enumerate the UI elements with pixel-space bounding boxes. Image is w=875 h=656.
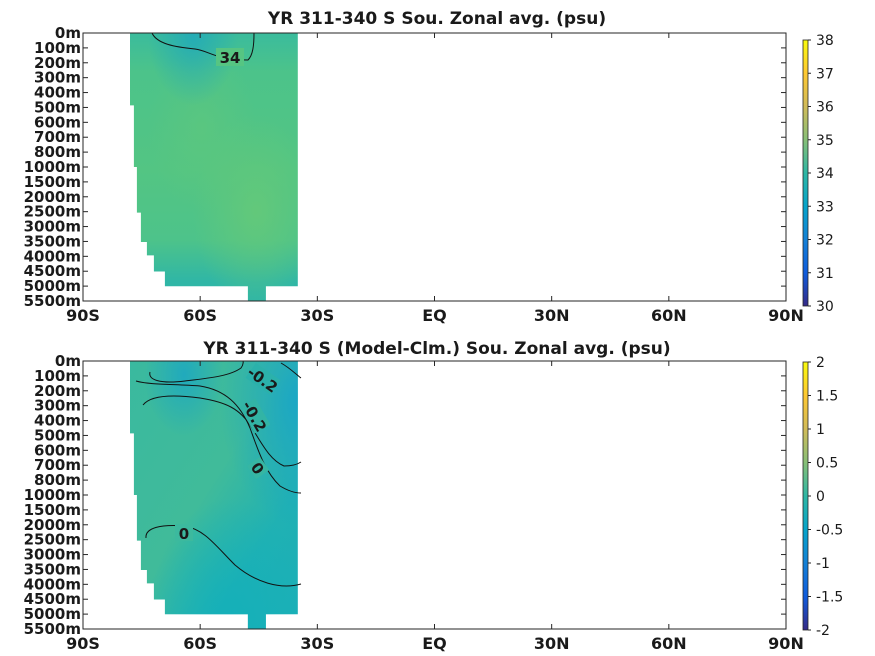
panel1-colorbar: 30 31 32 33 34 35 36 37 38 [802,33,834,315]
y-tick-label: 1500m [24,173,81,191]
y-tick-label: 4000m [24,575,81,593]
y-tick-label: 3500m [24,232,81,250]
y-tick-label: 4500m [24,590,81,608]
x-tick-label: 30N [534,634,570,653]
panel-salinity: YR 311-340 S Sou. Zonal avg. (psu) 34 0m… [24,9,834,325]
y-tick-label: 3000m [24,218,81,236]
panel1-contour-label-bg [216,48,244,66]
y-tick-label: 0m [55,24,81,42]
colorbar-tick-label: 32 [816,233,834,249]
y-tick-label: 5500m [24,620,81,638]
panel2-title: YR 311-340 S (Model-Clm.) Sou. Zonal avg… [202,339,670,359]
y-tick-label: 300m [34,69,81,87]
panel2-colorbar: -2 -1.5 -1 -0.5 0 0.5 1 1.5 2 [802,355,843,639]
colorbar-tick-label: 0 [816,489,825,505]
x-tick-label: EQ [422,306,447,325]
y-tick-label: 3500m [24,560,81,578]
y-tick-label: 5000m [24,277,81,295]
x-tick-label: 30S [300,306,334,325]
y-tick-label: 700m [34,456,81,474]
svg-text:0: 0 [179,525,189,543]
colorbar-tick-label: 1.5 [816,389,838,405]
y-tick-label: 500m [34,98,81,116]
y-tick-label: 5000m [24,605,81,623]
colorbar-tick-label: 33 [816,199,834,215]
panel1-y-axis: 0m100m200m300m400m500m600m700m800m1000m1… [24,24,786,310]
panel-salinity-anomaly: YR 311-340 S (Model-Clm.) Sou. Zonal avg… [24,339,844,653]
x-tick-label: 90S [66,306,100,325]
colorbar-scale [802,361,809,631]
panel2-y-axis: 0m100m200m300m400m500m600m700m800m1000m1… [24,352,786,638]
x-tick-label: 60N [651,306,687,325]
y-tick-label: 4500m [24,262,81,280]
y-tick-label: 200m [34,54,81,72]
panel2-contour-minus02-c [280,362,302,379]
panel2-contour-0-a [135,380,302,494]
panel1-x-axis: 90S 60S 30S EQ 30N 60N 90N [66,33,804,325]
panel2-contour-0-b [145,525,302,587]
y-tick-label: 800m [34,143,81,161]
colorbar-tick-label: 1 [816,422,825,438]
panel2-contours [135,360,302,587]
y-tick-label: 1500m [24,501,81,519]
colorbar-tick-label: -0.5 [816,523,843,539]
y-tick-label: 200m [34,382,81,400]
x-tick-label: 60S [183,634,217,653]
y-tick-label: 500m [34,426,81,444]
colorbar-tick-label: 0.5 [816,456,838,472]
y-tick-label: 700m [34,128,81,146]
x-tick-label: 60S [183,306,217,325]
y-tick-label: 2500m [24,531,81,549]
x-tick-label: 90N [768,634,804,653]
y-tick-label: 800m [34,471,81,489]
panel2-contour-minus02-a [149,360,244,383]
y-tick-label: 4000m [24,247,81,265]
y-tick-label: 100m [34,39,81,57]
colorbar-tick-label: 34 [816,166,834,182]
colorbar-tick-label: -1.5 [816,590,843,606]
panel2-anomaly-field [130,361,298,629]
colorbar-tick-label: 36 [816,100,834,116]
x-tick-label: EQ [422,634,447,653]
y-tick-label: 300m [34,397,81,415]
y-tick-label: 0m [55,352,81,370]
panel1-salinity-field [130,33,298,301]
y-tick-label: 1000m [24,486,81,504]
x-tick-label: 90S [66,634,100,653]
colorbar-tick-label: 38 [816,33,834,49]
y-tick-label: 5500m [24,292,81,310]
x-tick-label: 60N [651,634,687,653]
y-tick-label: 400m [34,412,81,430]
colorbar-tick-label: 30 [816,299,834,315]
y-tick-label: 600m [34,441,81,459]
panel1-contour-label: 34 [220,49,241,67]
panel1-contour-34 [151,32,255,61]
panel2-x-axis: 90S 60S 30S EQ 30N 60N 90N [66,361,804,653]
colorbar-scale [802,39,809,307]
y-tick-label: 2500m [24,203,81,221]
colorbar-tick-label: -2 [816,623,830,639]
y-tick-label: 2000m [24,516,81,534]
colorbar-tick-label: -1 [816,556,830,572]
y-tick-label: 400m [34,84,81,102]
x-tick-label: 30N [534,306,570,325]
colorbar-tick-label: 31 [816,266,834,282]
y-tick-label: 2000m [24,188,81,206]
y-tick-label: 3000m [24,546,81,564]
y-tick-label: 600m [34,113,81,131]
x-tick-label: 90N [768,306,804,325]
x-tick-label: 30S [300,634,334,653]
y-tick-label: 100m [34,367,81,385]
y-tick-label: 1000m [24,158,81,176]
panel1-title: YR 311-340 S Sou. Zonal avg. (psu) [267,9,606,29]
colorbar-tick-label: 35 [816,133,834,149]
colorbar-tick-label: 37 [816,66,834,82]
colorbar-tick-label: 2 [816,355,825,371]
